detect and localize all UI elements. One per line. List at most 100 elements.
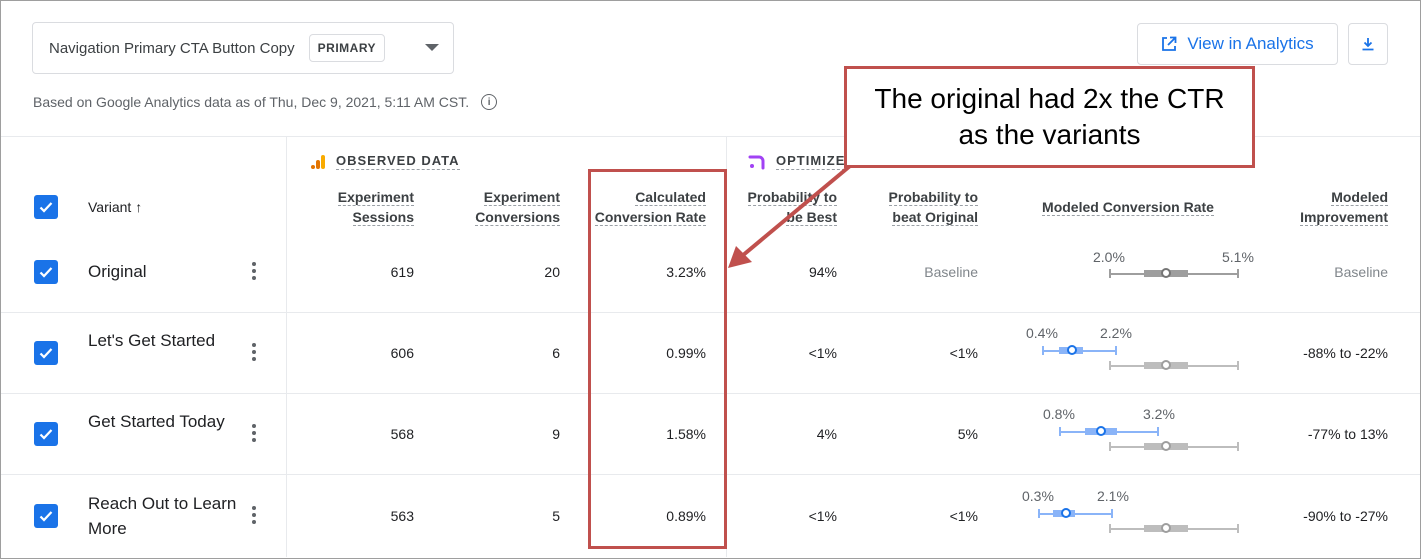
ci-low-label: 0.8%: [1043, 406, 1075, 422]
conversion-rate-cell: 1.58%: [666, 426, 706, 442]
sessions-cell: 619: [390, 264, 414, 280]
probability-beat-column-header[interactable]: Probability to beat Original: [858, 187, 978, 227]
sessions-column-header[interactable]: Experiment Sessions: [314, 187, 414, 227]
variant-header-label: Variant: [88, 199, 132, 215]
table-top-divider: [1, 136, 1420, 137]
data-freshness-note: Based on Google Analytics data as of Thu…: [33, 94, 498, 110]
variant-name: Original: [88, 262, 147, 281]
improvement-cell: Baseline: [1334, 264, 1388, 280]
ci-high-label: 2.2%: [1100, 325, 1132, 341]
more-vert-icon[interactable]: [252, 262, 256, 283]
probability-beat-cell: Baseline: [924, 264, 978, 280]
data-note-text: Based on Google Analytics data as of Thu…: [33, 94, 470, 110]
conversions-cell: 20: [544, 264, 560, 280]
header-line: Conversions: [475, 209, 560, 226]
probability-best-cell: 94%: [808, 264, 837, 280]
variant-column-header[interactable]: Variant ↑: [88, 199, 142, 215]
annotation-text: The original had 2x the CTR as the varia…: [874, 83, 1225, 150]
baseline-interval-bar: [1109, 523, 1239, 533]
probability-beat-cell: <1%: [949, 508, 978, 524]
row-divider: [1, 393, 1420, 394]
sort-arrow-up-icon: ↑: [135, 199, 143, 215]
conversions-cell: 9: [552, 426, 560, 442]
header-line: Experiment: [483, 189, 560, 206]
variant-name: Get Started Today: [88, 412, 225, 431]
observed-data-group: OBSERVED DATA: [310, 153, 460, 170]
experiment-selector[interactable]: Navigation Primary CTA Button Copy PRIMA…: [32, 22, 454, 74]
ci-high-label: 2.1%: [1097, 488, 1129, 504]
ci-low-label: 0.3%: [1022, 488, 1054, 504]
confidence-interval-bar: [1038, 508, 1113, 518]
row-divider: [1, 474, 1420, 475]
probability-best-cell: <1%: [808, 508, 837, 524]
row-checkbox[interactable]: [34, 422, 58, 446]
observed-data-label: OBSERVED DATA: [336, 153, 460, 170]
optimize-group: OPTIMIZE: [748, 153, 846, 170]
confidence-interval-bar: [1059, 426, 1159, 436]
chevron-down-icon[interactable]: [425, 44, 439, 51]
more-vert-icon[interactable]: [252, 343, 256, 364]
google-analytics-icon: [311, 154, 325, 169]
conversions-column-header[interactable]: Experiment Conversions: [440, 187, 560, 227]
conversion-rate-highlight-box: [588, 169, 727, 549]
checkmark-icon: [39, 202, 53, 213]
probability-best-cell: <1%: [808, 345, 837, 361]
experiment-name: Navigation Primary CTA Button Copy: [49, 39, 295, 57]
confidence-interval-bar: [1042, 345, 1117, 355]
checkmark-icon: [39, 267, 53, 278]
ci-high-label: 3.2%: [1143, 406, 1175, 422]
view-in-analytics-button[interactable]: View in Analytics: [1137, 23, 1338, 65]
header-line: Modeled Conversion Rate: [1042, 199, 1214, 216]
modeled-improvement-column-header[interactable]: Modeled Improvement: [1268, 187, 1388, 227]
download-button[interactable]: [1348, 23, 1388, 65]
conversion-rate-cell: 0.99%: [666, 345, 706, 361]
header-line: beat Original: [892, 209, 978, 226]
more-vert-icon[interactable]: [252, 424, 256, 445]
select-all-checkbox[interactable]: [34, 195, 58, 219]
download-icon: [1362, 38, 1374, 51]
probability-best-cell: 4%: [816, 426, 837, 442]
checkmark-icon: [39, 348, 53, 359]
header-line: be Best: [786, 209, 837, 226]
baseline-interval-bar: [1109, 360, 1239, 370]
improvement-cell: -77% to 13%: [1307, 426, 1388, 442]
annotation-callout: The original had 2x the CTR as the varia…: [844, 66, 1255, 168]
row-divider: [1, 312, 1420, 313]
checkmark-icon: [39, 429, 53, 440]
header-line: Modeled: [1331, 189, 1388, 206]
baseline-interval-bar: [1109, 441, 1239, 451]
sessions-cell: 606: [390, 345, 414, 361]
row-checkbox[interactable]: [34, 260, 58, 284]
header-line: Probability to: [888, 189, 978, 206]
optimize-label: OPTIMIZE: [776, 153, 846, 170]
external-link-icon: [1162, 36, 1177, 51]
ci-low-label: 0.4%: [1026, 325, 1058, 341]
confidence-interval-bar: [1109, 268, 1239, 278]
more-vert-icon[interactable]: [252, 506, 256, 527]
checkmark-icon: [39, 511, 53, 522]
google-optimize-icon: [748, 155, 765, 169]
sessions-cell: 568: [390, 426, 414, 442]
view-in-analytics-label: View in Analytics: [1187, 34, 1314, 53]
probability-beat-cell: 5%: [957, 426, 978, 442]
row-checkbox[interactable]: [34, 504, 58, 528]
header-line: Sessions: [352, 209, 414, 226]
modeled-rate-column-header[interactable]: Modeled Conversion Rate: [1020, 197, 1236, 217]
probability-beat-cell: <1%: [949, 345, 978, 361]
conversions-cell: 5: [552, 508, 560, 524]
header-line: Experiment: [337, 189, 414, 206]
row-checkbox[interactable]: [34, 341, 58, 365]
conversion-rate-cell: 0.89%: [666, 508, 706, 524]
improvement-cell: -88% to -22%: [1303, 345, 1388, 361]
sessions-cell: 563: [390, 508, 414, 524]
header-line: Improvement: [1300, 209, 1388, 226]
variant-name: Let's Get Started: [88, 331, 216, 350]
header-line: Calculated: [635, 189, 706, 206]
variant-name: Reach Out to Learn More: [88, 494, 237, 538]
conversions-cell: 6: [552, 345, 560, 361]
ci-high-label: 5.1%: [1222, 249, 1254, 265]
conversion-rate-column-header[interactable]: Calculated Conversion Rate: [586, 187, 706, 227]
ci-low-label: 2.0%: [1093, 249, 1125, 265]
info-icon[interactable]: i: [481, 94, 498, 110]
